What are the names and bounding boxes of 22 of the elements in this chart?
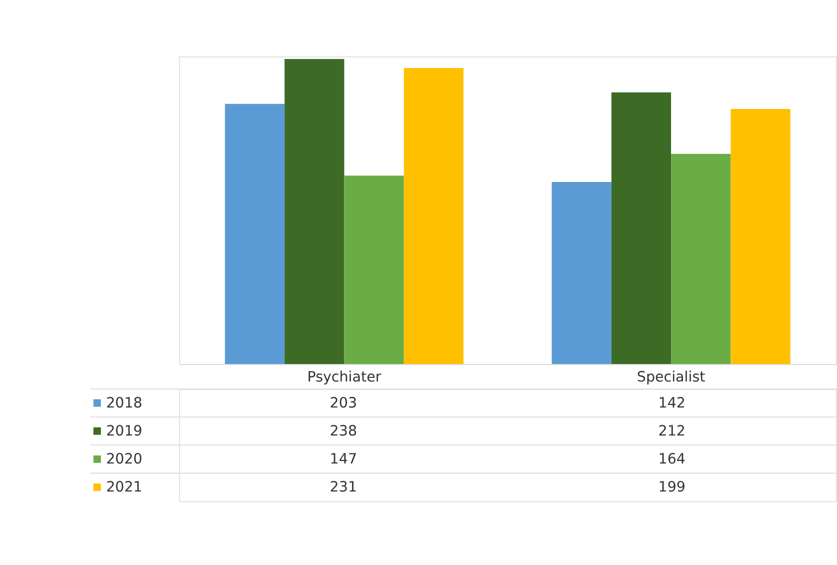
data-label: 238 xyxy=(330,424,358,440)
bar xyxy=(671,154,731,364)
data-label: 164 xyxy=(658,452,686,468)
bar xyxy=(611,92,672,364)
legend-label: 2021 xyxy=(106,480,142,496)
bar xyxy=(404,68,464,364)
x-tick-label: Specialist xyxy=(636,369,706,386)
bar xyxy=(730,109,790,364)
data-label: 231 xyxy=(330,480,358,496)
data-label: 203 xyxy=(330,395,358,412)
data-label: 142 xyxy=(658,395,686,412)
data-label: 199 xyxy=(658,480,686,496)
bar xyxy=(552,182,612,364)
legend-label: 2019 xyxy=(106,424,142,440)
data-label: 212 xyxy=(658,424,686,440)
bar xyxy=(284,59,344,364)
data-label: 147 xyxy=(330,452,358,468)
x-tick-label: Psychiater xyxy=(307,369,382,386)
legend-label: 2020 xyxy=(106,452,142,468)
bar xyxy=(344,176,404,364)
bar xyxy=(224,104,285,364)
legend-label: 2018 xyxy=(106,395,142,412)
